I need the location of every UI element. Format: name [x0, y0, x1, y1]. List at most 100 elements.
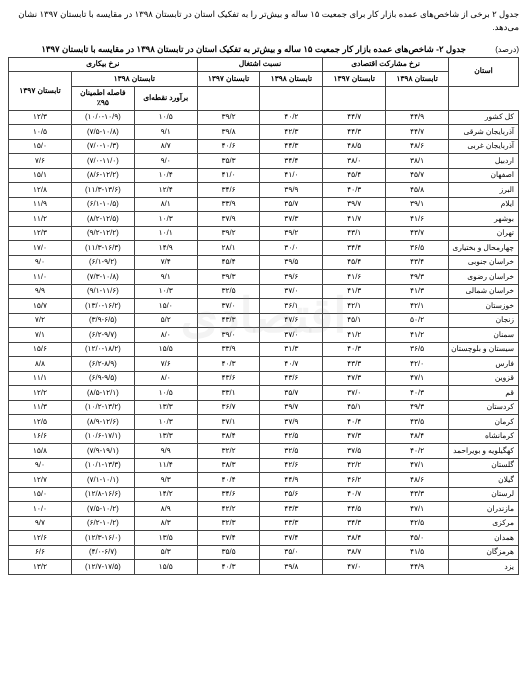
cell: ۹/۹: [9, 284, 72, 299]
cell: ۴۵/۱: [323, 313, 386, 328]
table-row: زنجان۵۰/۲۴۵/۱۴۷/۶۴۳/۳۵/۲(۳/۹-۶/۵)۷/۲: [9, 313, 519, 328]
cell: ۴۵/۷: [386, 168, 449, 183]
cell: ۳۸/۳: [197, 458, 260, 473]
cell: ۴۰/۷: [260, 357, 323, 372]
cell: ۳۹/۹: [260, 183, 323, 198]
cell: ۷/۲: [9, 313, 72, 328]
cell: ۴۰/۴: [323, 415, 386, 430]
data-table: استان نرخ مشارکت اقتصادی نسبت اشتغال نرخ…: [8, 57, 519, 575]
cell: ۱۳/۵: [134, 531, 197, 546]
cell: ۴۲/۵: [386, 516, 449, 531]
header-participation: نرخ مشارکت اقتصادی: [323, 57, 449, 72]
cell: ۹/۰: [134, 154, 197, 169]
cell: ۴۵/۸: [386, 183, 449, 198]
cell: ۱۰/۳: [134, 284, 197, 299]
table-row: کهگیلویه و بویراحمد۴۰/۲۳۷/۵۳۲/۵۳۲/۲۹/۹(۷…: [9, 444, 519, 459]
cell: ۲۸/۱: [197, 241, 260, 256]
cell: ۴۱/۵: [386, 545, 449, 560]
sub-header: تابستان ۱۳۹۷: [197, 72, 260, 87]
cell: ۳۷/۹: [260, 415, 323, 430]
cell: ۴۹/۳: [386, 270, 449, 285]
cell: ۴۱/۶: [386, 212, 449, 227]
cell: ۱۰/۵: [134, 386, 197, 401]
cell: ۴۳/۶: [197, 371, 260, 386]
cell: (۷/۱-۱۰/۱): [71, 473, 134, 488]
cell: ۱۱/۳: [9, 400, 72, 415]
cell: ۴۴/۳: [323, 125, 386, 140]
cell: (۹/۲-۱۲/۲): [71, 226, 134, 241]
province-cell: آذربایجان غربی: [449, 139, 519, 154]
cell: ۴۲/۵: [260, 429, 323, 444]
cell: (۶/۲-۱۰/۲): [71, 516, 134, 531]
cell: ۴۷/۱: [386, 458, 449, 473]
cell: (۷/۰-۱۱/۰): [71, 154, 134, 169]
cell: ۱۵/۰: [9, 487, 72, 502]
cell: ۱۰/۳: [134, 212, 197, 227]
cell: ۳۴/۶: [197, 487, 260, 502]
cell: ۳۱/۳: [260, 342, 323, 357]
cell: ۶/۶: [9, 545, 72, 560]
cell: ۳۷/۵: [323, 444, 386, 459]
cell: ۱۳/۳: [134, 429, 197, 444]
sub-header: تابستان ۱۳۹۷: [323, 72, 386, 87]
cell: ۴۴/۹: [386, 560, 449, 575]
cell: (۶/۲-۸/۹): [71, 357, 134, 372]
cell: ۸/۱: [134, 197, 197, 212]
cell: ۴۷/۳: [323, 371, 386, 386]
cell: ۴۳/۱: [323, 226, 386, 241]
cell: (۱۳/۰-۱۶/۲): [71, 299, 134, 314]
province-cell: تهران: [449, 226, 519, 241]
header-employment: نسبت اشتغال: [197, 57, 323, 72]
cell: ۳۹/۸: [197, 125, 260, 140]
cell: ۱۰/۵: [9, 125, 72, 140]
sub-header: تابستان ۱۳۹۸: [386, 72, 449, 87]
cell: ۴۷/۶: [260, 313, 323, 328]
table-row: فارس۴۲/۰۴۳/۳۴۰/۷۴۰/۳۷/۶(۶/۲-۸/۹)۸/۸: [9, 357, 519, 372]
cell: ۸/۰: [134, 371, 197, 386]
province-cell: مازندران: [449, 502, 519, 517]
cell: ۱۴/۲: [134, 487, 197, 502]
cell: ۳۷/۳: [260, 212, 323, 227]
cell: ۳۶/۵: [386, 342, 449, 357]
cell: ۳۷/۹: [197, 212, 260, 227]
cell: ۴۳/۳: [197, 313, 260, 328]
cell: ۳۶/۱: [260, 299, 323, 314]
cell: ۸/۷: [134, 139, 197, 154]
cell: ۳۴/۴: [323, 241, 386, 256]
cell: ۸/۸: [9, 357, 72, 372]
cell: (۷/۰-۱۰/۳): [71, 139, 134, 154]
cell: ۸/۳: [134, 516, 197, 531]
cell: ۱۵/۵: [134, 342, 197, 357]
cell: ۴۲/۱: [386, 299, 449, 314]
province-cell: ایلام: [449, 197, 519, 212]
province-cell: لرستان: [449, 487, 519, 502]
cell: ۱۵/۵: [134, 560, 197, 575]
table-row: قم۴۰/۳۳۷/۰۳۵/۷۳۳/۱۱۰/۵(۸/۵-۱۲/۱)۱۲/۲: [9, 386, 519, 401]
cell: ۱۲/۸: [9, 183, 72, 198]
table-row: چهارمحال و بختیاری۳۶/۵۳۴/۴۳۰/۰۲۸/۱۱۴/۹(۱…: [9, 241, 519, 256]
cell: ۳۲/۳: [197, 516, 260, 531]
table-row: خراسان رضوی۴۹/۳۴۱/۶۳۹/۶۳۹/۳۹/۱(۷/۳-۱۰/۸)…: [9, 270, 519, 285]
province-cell: کردستان: [449, 400, 519, 415]
cell: ۱۰/۵: [134, 110, 197, 125]
province-cell: سیستان و بلوچستان: [449, 342, 519, 357]
table-row: مازندران۴۷/۱۴۴/۵۴۳/۳۴۲/۲۸/۹(۷/۵-۱۰/۲)۱۰/…: [9, 502, 519, 517]
table-row: ایلام۳۹/۱۳۹/۷۳۵/۷۳۳/۹۸/۱(۶/۱-۱۰/۵)۱۱/۹: [9, 197, 519, 212]
cell: (۱۰/۱-۱۳/۳): [71, 458, 134, 473]
table-row: کل کشور۴۴/۹۴۴/۷۴۰/۲۳۹/۲۱۰/۵(۱۰/۰-۱۰/۹)۱۲…: [9, 110, 519, 125]
cell: ۴۲/۰: [386, 357, 449, 372]
cell: ۱۱/۴: [134, 458, 197, 473]
cell: (۸/۵-۱۲/۱): [71, 386, 134, 401]
sub-header: فاصله اطمینان ۹۵٪: [71, 86, 134, 110]
cell: ۴۷/۱: [386, 371, 449, 386]
cell: ۳۷/۱: [197, 415, 260, 430]
province-cell: قزوین: [449, 371, 519, 386]
cell: ۱۱/۰: [9, 270, 72, 285]
cell: ۴۰/۳: [323, 342, 386, 357]
cell: ۴۵/۴: [323, 255, 386, 270]
cell: ۳۴/۳: [323, 516, 386, 531]
cell: ۷/۶: [9, 154, 72, 169]
cell: ۳۷/۴: [197, 531, 260, 546]
cell: ۴۳/۳: [386, 487, 449, 502]
cell: ۴۰/۳: [197, 560, 260, 575]
